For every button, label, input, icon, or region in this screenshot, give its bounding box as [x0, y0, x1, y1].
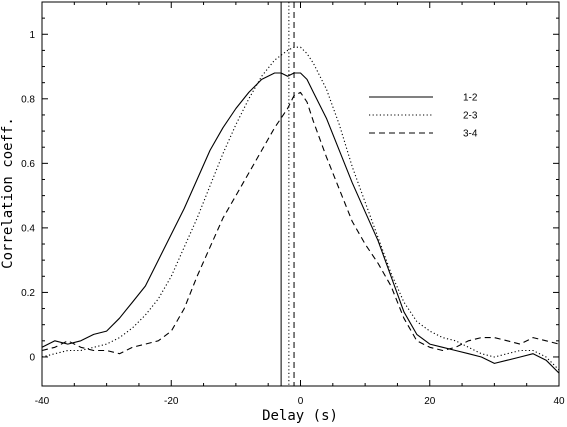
- series-line-2-3: [41, 46, 560, 371]
- plot-frame: [41, 1, 560, 387]
- y-tick-label: 0.2: [21, 288, 35, 299]
- y-axis-title: Correlation coeff.: [0, 117, 16, 269]
- y-tick-label: 0.6: [21, 159, 35, 170]
- series-line-3-4: [41, 91, 560, 355]
- y-tick-label: 0: [29, 352, 35, 363]
- x-tick-label: -20: [164, 396, 179, 407]
- y-tick-label: 0.8: [21, 94, 35, 105]
- x-tick-label: 20: [424, 396, 436, 407]
- x-tick-label: -40: [35, 396, 50, 407]
- legend-label-3-4: 3-4: [463, 129, 478, 140]
- legend-label-1-2: 1-2: [463, 93, 478, 104]
- y-tick-label: 1: [29, 30, 35, 41]
- series-line-1-2: [41, 72, 560, 374]
- x-tick-label: 0: [298, 396, 304, 407]
- y-tick-label: 0.4: [21, 223, 35, 234]
- x-tick-label: 40: [553, 396, 565, 407]
- legend-label-2-3: 2-3: [463, 111, 478, 122]
- x-axis-title: Delay (s): [262, 408, 338, 424]
